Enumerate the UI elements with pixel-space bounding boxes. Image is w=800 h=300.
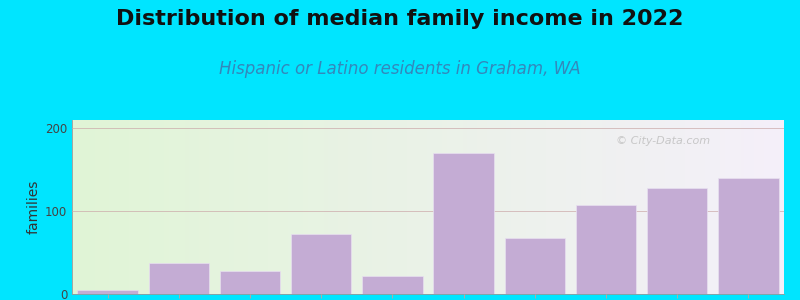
Bar: [362, 276, 422, 294]
Bar: [576, 205, 636, 294]
Bar: [718, 178, 778, 294]
Bar: [434, 153, 494, 294]
Bar: [505, 238, 565, 294]
Y-axis label: families: families: [26, 180, 41, 234]
Bar: [647, 188, 707, 294]
Bar: [78, 290, 138, 294]
Text: Distribution of median family income in 2022: Distribution of median family income in …: [116, 9, 684, 29]
Bar: [220, 271, 280, 294]
Text: © City-Data.com: © City-Data.com: [616, 136, 710, 146]
Text: Hispanic or Latino residents in Graham, WA: Hispanic or Latino residents in Graham, …: [219, 60, 581, 78]
Bar: [291, 234, 351, 294]
Bar: [149, 262, 209, 294]
